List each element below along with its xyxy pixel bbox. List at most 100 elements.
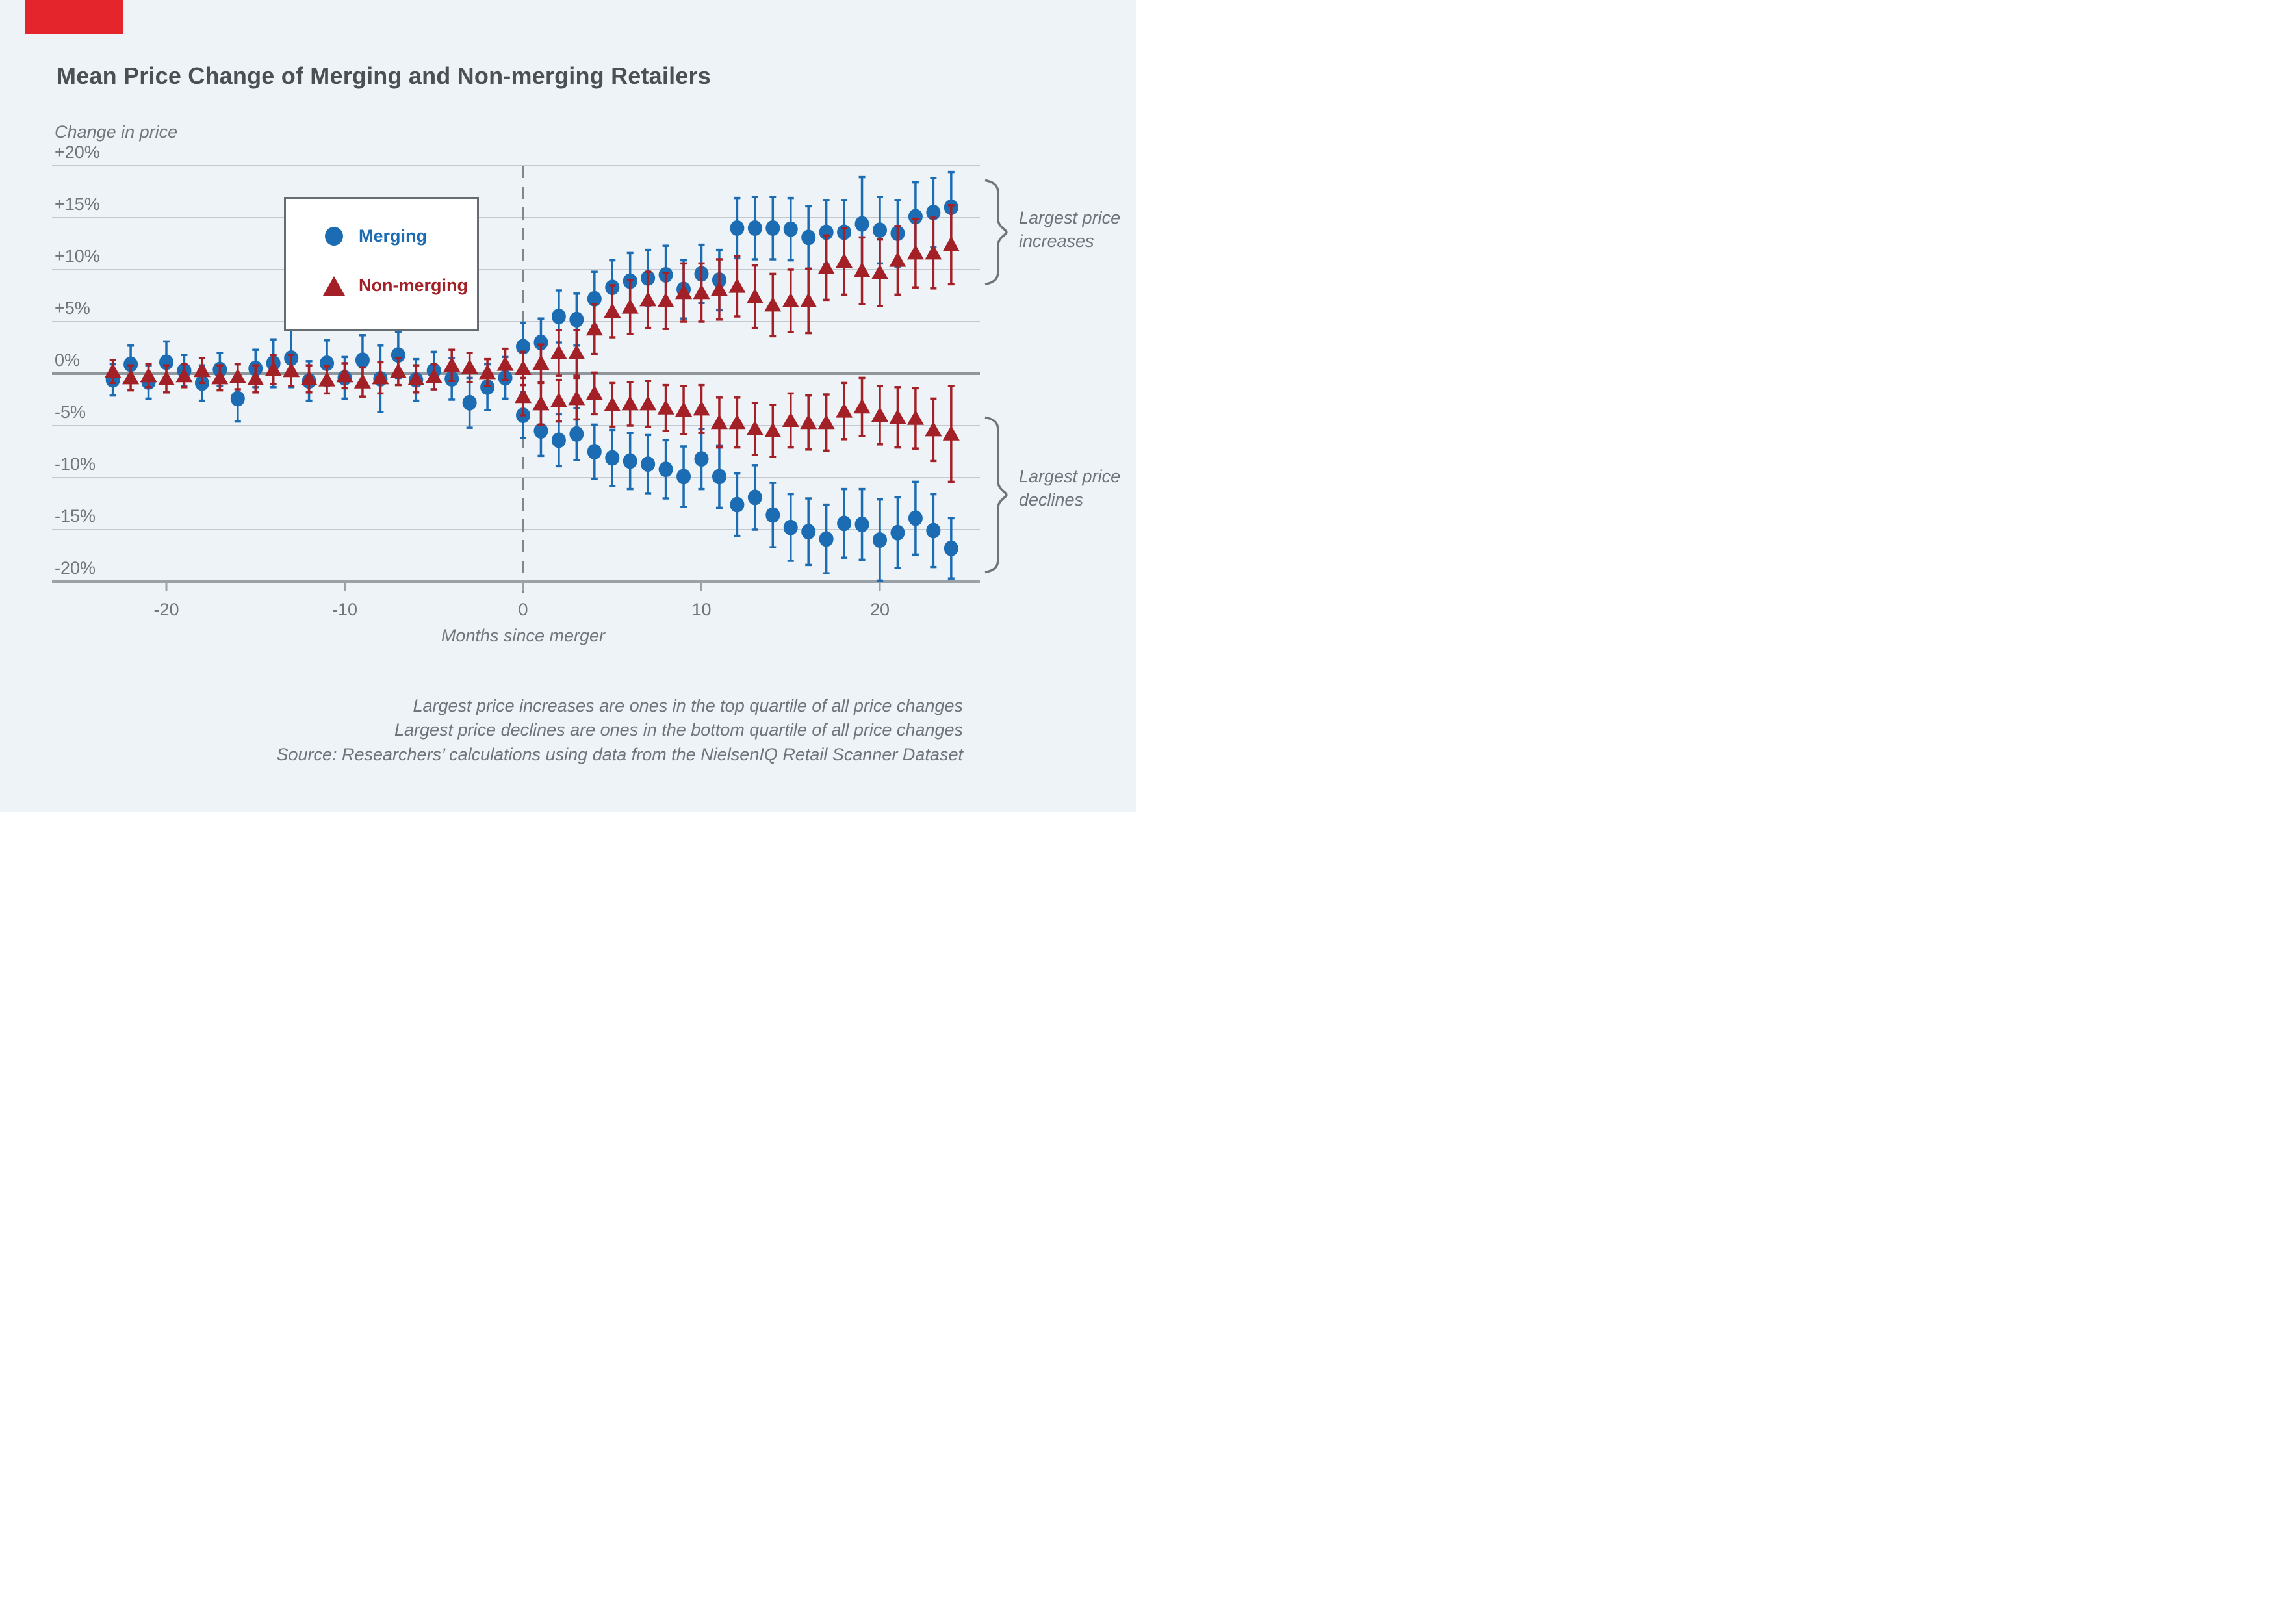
nonmerging-point bbox=[515, 360, 532, 375]
merging-point bbox=[533, 423, 548, 439]
nonmerging-point bbox=[853, 262, 871, 277]
y-tick-label: +10% bbox=[55, 246, 100, 266]
merging-point bbox=[873, 532, 887, 548]
nonmerging-point bbox=[800, 414, 817, 430]
merging-point bbox=[730, 220, 745, 236]
merging-point bbox=[837, 515, 852, 532]
x-tick-label: 0 bbox=[518, 600, 528, 619]
nonmerging-point bbox=[300, 370, 318, 385]
x-tick-label: 20 bbox=[869, 600, 890, 619]
y-tick-label: +5% bbox=[55, 298, 90, 318]
merging-point bbox=[516, 339, 530, 355]
legend-label-nonmerging: Non-merging bbox=[359, 276, 468, 295]
series-nonmerging-largest-increases bbox=[515, 204, 960, 387]
merging-point bbox=[658, 461, 673, 478]
chart-legend: Merging Non-merging bbox=[284, 197, 479, 331]
nonmerging-point bbox=[925, 421, 942, 437]
nonmerging-point bbox=[585, 385, 603, 400]
merging-point bbox=[569, 426, 584, 442]
y-tick-label: +20% bbox=[55, 142, 100, 162]
nonmerging-point bbox=[853, 398, 871, 414]
merging-point bbox=[730, 496, 745, 513]
nonmerging-point bbox=[175, 367, 193, 383]
nonmerging-point bbox=[746, 288, 764, 303]
merging-point bbox=[587, 290, 602, 307]
merging-point bbox=[926, 522, 941, 539]
nonmerging-point bbox=[193, 362, 211, 378]
nonmerging-point bbox=[568, 344, 585, 359]
y-tick-label: -10% bbox=[55, 454, 96, 474]
merging-point bbox=[230, 391, 245, 407]
nonmerging-point bbox=[906, 244, 924, 260]
nonmerging-point bbox=[889, 409, 906, 424]
nonmerging-point bbox=[515, 388, 532, 404]
nonmerging-point bbox=[710, 414, 728, 430]
nonmerging-point bbox=[639, 291, 657, 307]
merging-circle-icon bbox=[325, 227, 343, 246]
nonmerging-point bbox=[425, 368, 443, 383]
nonmerging-point bbox=[836, 253, 853, 268]
brace-largest-increases bbox=[984, 179, 1008, 286]
merging-point bbox=[819, 531, 834, 547]
nonmerging-point bbox=[942, 236, 960, 251]
nonmerging-triangle-icon bbox=[323, 276, 345, 296]
merging-point bbox=[944, 540, 958, 556]
nonmerging-point bbox=[283, 362, 300, 378]
nonmerging-point bbox=[889, 251, 906, 267]
legend-item-nonmerging: Non-merging bbox=[320, 276, 468, 296]
merging-point bbox=[747, 220, 762, 236]
nonmerging-point bbox=[550, 392, 567, 407]
merging-point bbox=[890, 524, 905, 541]
nonmerging-point bbox=[728, 414, 746, 430]
nonmerging-point bbox=[158, 370, 175, 385]
merging-point bbox=[908, 209, 923, 225]
nonmerging-point bbox=[675, 402, 693, 417]
nonmerging-point bbox=[817, 414, 835, 430]
nonmerging-point bbox=[353, 373, 371, 389]
nonmerging-point bbox=[639, 395, 657, 411]
legend-label-merging: Merging bbox=[359, 226, 427, 246]
merging-point bbox=[801, 524, 816, 540]
nonmerging-point bbox=[407, 370, 425, 385]
annotation-largest-price-increases: Largest price increases bbox=[1019, 208, 1121, 251]
nonmerging-point bbox=[693, 400, 710, 416]
nonmerging-point bbox=[675, 284, 693, 300]
merging-point bbox=[587, 444, 602, 459]
nonmerging-point bbox=[710, 281, 728, 296]
footnotes: Largest price increases are ones in the … bbox=[118, 694, 963, 767]
series-nonmerging-premerger bbox=[104, 347, 514, 398]
x-axis-title: Months since merger bbox=[441, 626, 606, 645]
nonmerging-point bbox=[318, 371, 336, 387]
y-tick-label: +15% bbox=[55, 194, 100, 214]
nonmerging-point bbox=[336, 367, 353, 383]
y-tick-label: -15% bbox=[55, 506, 96, 526]
nonmerging-point bbox=[247, 370, 264, 385]
nonmerging-point bbox=[657, 399, 674, 415]
nonmerging-point bbox=[906, 409, 924, 425]
nonmerging-point bbox=[532, 395, 550, 411]
footnote-bottom-quartile: Largest price declines are ones in the b… bbox=[394, 720, 963, 740]
page-title: Mean Price Change of Merging and Non-mer… bbox=[57, 62, 711, 90]
nonmerging-point bbox=[621, 395, 639, 411]
nonmerging-point bbox=[550, 344, 567, 359]
merging-point bbox=[908, 510, 923, 526]
merging-point bbox=[569, 311, 584, 328]
series-nonmerging-largest-declines bbox=[515, 371, 960, 483]
merging-point bbox=[747, 489, 762, 506]
merging-point bbox=[551, 432, 566, 448]
nonmerging-point bbox=[693, 284, 710, 300]
nonmerging-point bbox=[122, 369, 140, 385]
y-axis-title: Change in price bbox=[55, 122, 178, 142]
nonmerging-point bbox=[942, 425, 960, 441]
nonmerging-point bbox=[461, 359, 478, 374]
merging-point bbox=[551, 309, 566, 324]
nonmerging-point bbox=[389, 363, 407, 378]
merging-point bbox=[854, 517, 869, 532]
merging-point bbox=[355, 352, 370, 368]
merging-point bbox=[765, 220, 780, 236]
nonmerging-point bbox=[800, 292, 817, 307]
merging-point bbox=[783, 221, 798, 237]
merging-point bbox=[819, 224, 834, 240]
nonmerging-point bbox=[496, 355, 514, 371]
nonmerging-point bbox=[532, 355, 550, 370]
